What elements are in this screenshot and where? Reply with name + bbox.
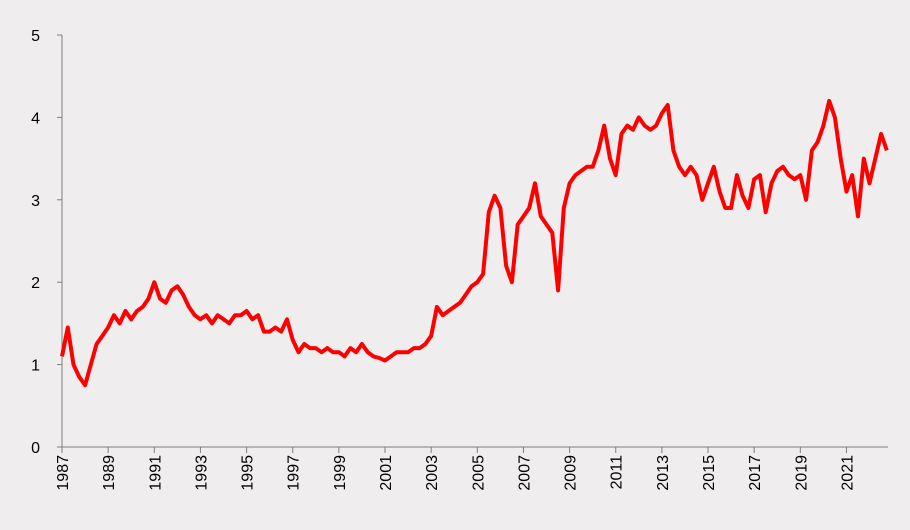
x-tick-label: 2019 <box>793 455 810 491</box>
y-tick-label: 2 <box>31 275 40 292</box>
x-tick-label: 2001 <box>378 455 395 491</box>
x-tick-label: 2013 <box>655 455 672 491</box>
y-tick-label: 5 <box>31 28 40 45</box>
y-tick-label: 4 <box>31 110 40 127</box>
x-tick-label: 1997 <box>286 455 303 491</box>
x-tick-label: 2009 <box>563 455 580 491</box>
x-tick-label: 1999 <box>332 455 349 491</box>
x-tick-label: 2015 <box>701 455 718 491</box>
x-tick-label: 1987 <box>55 455 72 491</box>
x-tick-label: 2003 <box>424 455 441 491</box>
line-series <box>60 98 889 388</box>
x-tick-label: 1991 <box>147 455 164 491</box>
y-tick-label: 0 <box>31 440 40 457</box>
x-tick-label: 2017 <box>747 455 764 491</box>
x-tick-label: 2021 <box>839 455 856 491</box>
y-tick-label: 3 <box>31 193 40 210</box>
x-tick-label: 1993 <box>193 455 210 491</box>
x-tick-label: 1989 <box>101 455 118 491</box>
x-tick-label: 2007 <box>516 455 533 491</box>
x-tick-label: 2005 <box>470 455 487 491</box>
x-tick-label: 2011 <box>609 455 626 490</box>
x-tick-label: 1995 <box>240 455 257 491</box>
y-tick-label: 1 <box>31 358 40 375</box>
